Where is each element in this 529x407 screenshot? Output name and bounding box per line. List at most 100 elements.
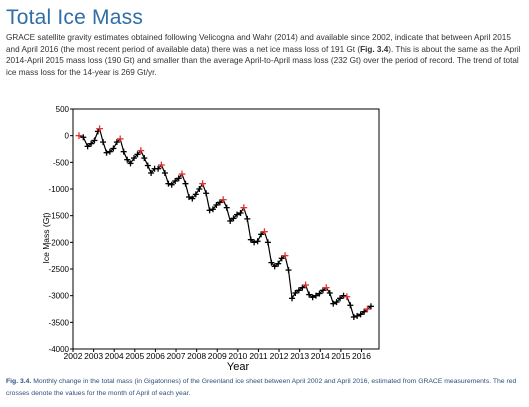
- data-point: [175, 175, 182, 182]
- page-title: Total Ice Mass: [6, 6, 144, 29]
- y-tick-label: -1500: [49, 212, 70, 221]
- april-data-point: [322, 284, 330, 292]
- data-point: [309, 294, 316, 301]
- april-data-point: [178, 170, 186, 178]
- data-point: [333, 299, 340, 306]
- data-point: [223, 204, 230, 211]
- data-markers: [75, 125, 374, 320]
- plot-frame: [72, 108, 380, 350]
- x-tick-label: 2010: [228, 351, 247, 361]
- x-tick-label: 2002: [64, 351, 83, 361]
- april-data-point: [343, 293, 351, 301]
- x-tick-label: 2004: [105, 351, 124, 361]
- x-tick-label: 2013: [290, 351, 309, 361]
- april-data-point: [261, 228, 268, 236]
- data-point: [113, 139, 120, 146]
- data-point: [206, 207, 213, 214]
- data-point: [110, 145, 117, 152]
- data-point: [216, 199, 223, 206]
- paragraph-text-2: ). This is about the same as the April 2…: [6, 44, 521, 77]
- data-point: [312, 292, 319, 299]
- april-data-point: [137, 147, 145, 154]
- data-point: [330, 300, 337, 307]
- data-point: [350, 314, 357, 320]
- data-point: [230, 215, 237, 222]
- data-point: [196, 186, 203, 192]
- data-point: [254, 238, 261, 245]
- data-point: [289, 295, 296, 302]
- data-point: [189, 195, 196, 202]
- data-point: [234, 211, 241, 218]
- data-point: [316, 290, 323, 297]
- x-tick-label: 2006: [146, 351, 165, 361]
- data-point: [103, 149, 110, 156]
- data-point: [192, 191, 199, 198]
- data-point: [227, 218, 234, 224]
- april-data-point: [302, 281, 310, 289]
- y-tick-label: -4000: [49, 345, 70, 354]
- y-tick-label: 500: [56, 105, 70, 114]
- data-point: [347, 302, 354, 309]
- april-data-point: [116, 135, 124, 143]
- data-point: [134, 151, 141, 158]
- x-axis-label: Year: [227, 361, 250, 373]
- y-tick-label: -2500: [49, 265, 70, 274]
- data-point: [161, 170, 168, 176]
- data-point: [88, 140, 95, 147]
- y-tick-label: -3500: [49, 318, 70, 327]
- data-point: [155, 165, 162, 172]
- x-tick-label: 2015: [331, 351, 350, 361]
- data-point: [275, 260, 282, 267]
- data-point: [124, 156, 131, 163]
- y-tick-label: 0: [65, 132, 70, 141]
- data-point: [84, 143, 91, 150]
- data-point: [295, 287, 302, 294]
- data-point: [285, 267, 292, 274]
- data-point: [264, 239, 271, 246]
- data-point: [361, 308, 368, 315]
- ice-mass-series-line: [78, 127, 372, 318]
- figure-reference-link[interactable]: Fig. 3.4: [360, 44, 389, 54]
- data-point: [100, 139, 107, 146]
- data-point: [141, 155, 148, 162]
- y-axis-ticks: 500 0 -500 -1000 -1500 -2000 -2500 -3000 -3500 -4…: [49, 105, 73, 354]
- caption-figure-ref: Fig. 3.4.: [6, 378, 32, 385]
- data-point: [130, 155, 137, 162]
- data-point: [271, 263, 278, 270]
- data-point: [268, 259, 275, 266]
- y-tick-label: -3000: [49, 292, 70, 301]
- y-tick-label: -1000: [49, 185, 70, 194]
- paragraph-text-1: GRACE satellite gravity estimates obtain…: [6, 33, 511, 54]
- data-point: [244, 215, 251, 222]
- x-tick-label: 2014: [311, 351, 330, 361]
- april-data-point: [158, 161, 165, 169]
- data-point: [258, 231, 265, 238]
- figure-caption: Fig. 3.4. Monthly change in the total ma…: [6, 376, 523, 400]
- april-data-point: [364, 305, 371, 313]
- data-point: [182, 180, 189, 187]
- data-point: [299, 284, 306, 291]
- data-point: [251, 239, 258, 246]
- data-point: [306, 291, 313, 298]
- data-point: [337, 295, 344, 302]
- april-data-point: [240, 204, 248, 212]
- april-data-point: [281, 252, 289, 260]
- data-point: [209, 206, 216, 213]
- data-point: [172, 178, 179, 184]
- april-data-point: [96, 125, 103, 133]
- x-tick-label: 2016: [352, 351, 371, 361]
- y-tick-label: -500: [53, 158, 70, 167]
- data-point: [326, 290, 333, 296]
- data-point: [91, 137, 98, 144]
- x-axis-ticks: 2002 2003 2004 2005 2006 2007 2008 2009 2010 2011…: [64, 349, 371, 361]
- y-axis-label: Ice Mass (Gt): [41, 212, 51, 263]
- data-point: [278, 255, 285, 262]
- data-point: [354, 312, 361, 319]
- data-point: [357, 311, 364, 318]
- data-point: [340, 292, 347, 299]
- data-point: [319, 287, 326, 294]
- x-tick-label: 2005: [125, 351, 144, 361]
- data-point: [120, 148, 127, 155]
- y-tick-label: -2000: [49, 238, 70, 247]
- data-point: [203, 190, 210, 197]
